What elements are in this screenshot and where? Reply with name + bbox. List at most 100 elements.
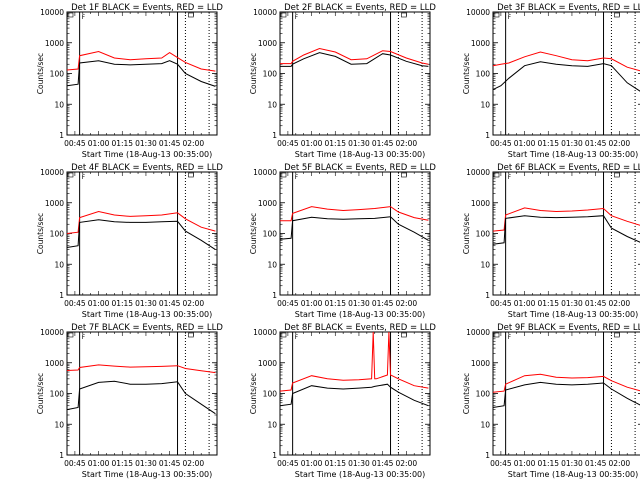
y-tick-label: 1000 [471, 199, 490, 208]
x-tick-label: 01:30 [561, 299, 583, 308]
y-tick-label: 10000 [253, 8, 277, 17]
marker-box [401, 332, 407, 338]
plot-frame [66, 11, 218, 136]
y-tick-label: 1000 [471, 39, 490, 48]
y-axis-label: Counts/sec [462, 373, 471, 414]
marker-label: F [295, 334, 299, 341]
x-tick-label: 01:45 [585, 459, 607, 468]
x-tick-label: 01:45 [372, 299, 394, 308]
marker-label: F [295, 174, 299, 181]
y-tick-label: 10000 [466, 328, 490, 337]
marker-box [188, 332, 194, 338]
x-tick-label: 01:15 [324, 139, 346, 148]
y-tick-label: 10000 [466, 168, 490, 177]
marker-label: F [82, 174, 86, 181]
y-tick-label: 1 [272, 291, 277, 300]
x-tick-label: 01:30 [135, 139, 157, 148]
series-events-black [279, 383, 429, 407]
x-tick-label: 01:15 [111, 139, 133, 148]
series-events-black [66, 380, 216, 415]
x-tick-label: 01:45 [159, 139, 181, 148]
x-tick-label: 00:45 [490, 459, 512, 468]
marker-box [493, 332, 500, 338]
y-tick-label: 100 [263, 70, 278, 79]
y-tick-label: 1000 [45, 359, 64, 368]
series-events-black [279, 216, 429, 241]
y-tick-label: 100 [476, 70, 491, 79]
y-axis-label: Counts/sec [249, 53, 258, 94]
marker-box [401, 12, 407, 18]
series-lld-red [492, 373, 640, 393]
x-tick-label: 00:45 [277, 459, 299, 468]
y-axis-label: Counts/sec [462, 53, 471, 94]
x-tick-label: 02:00 [396, 459, 418, 468]
x-tick-label: 01:15 [537, 299, 559, 308]
series-events-black [280, 52, 429, 67]
x-tick-label: 01:45 [159, 459, 181, 468]
x-tick-label: 02:00 [609, 459, 631, 468]
x-tick-label: 01:15 [537, 459, 559, 468]
y-tick-label: 1 [485, 291, 490, 300]
panel-title: Det 2F BLACK = Events, RED = LLD [284, 3, 436, 13]
x-tick-label: 00:45 [490, 299, 512, 308]
plot-frame [492, 171, 640, 296]
panel-3: Det 3F BLACK = Events, RED = LLD 1 10 100 10… [462, 3, 640, 159]
x-axis-label: Start Time (18-Aug-13 00:35:00) [82, 470, 213, 479]
series-events-black [66, 219, 216, 251]
panel-title: Det 9F BLACK = Events, RED = LLD [497, 323, 640, 333]
plot-frame [279, 11, 431, 136]
x-tick-label: 02:00 [396, 299, 418, 308]
series-lld-red [492, 51, 640, 72]
series-events-black [492, 215, 640, 245]
marker-box [614, 172, 620, 178]
x-tick-label: 02:00 [609, 299, 631, 308]
y-tick-label: 100 [50, 70, 65, 79]
y-tick-label: 100 [476, 390, 491, 399]
series-lld-red [66, 50, 216, 72]
marker-label: F [508, 174, 512, 181]
y-tick-label: 10 [54, 420, 64, 429]
y-tick-label: 10 [267, 260, 277, 269]
marker-box [67, 332, 74, 338]
panel-title: Det 6F BLACK = Events, RED = LLD [497, 163, 640, 173]
y-tick-label: 1 [485, 451, 490, 460]
marker-label: F [508, 334, 512, 341]
panel-2: Det 2F BLACK = Events, RED = LLD 1 10 100 10… [249, 3, 436, 159]
x-tick-label: 01:00 [301, 459, 323, 468]
y-axis-label: Counts/sec [249, 213, 258, 254]
x-tick-label: 01:30 [561, 459, 583, 468]
series-lld-red [280, 206, 429, 222]
panel-title: Det 7F BLACK = Events, RED = LLD [71, 323, 223, 333]
panel-title: Det 3F BLACK = Events, RED = LLD [497, 3, 640, 13]
x-tick-label: 01:45 [159, 299, 181, 308]
series-lld-red [66, 210, 216, 234]
x-axis-label: Start Time (18-Aug-13 00:35:00) [508, 310, 639, 319]
x-tick-label: 01:30 [348, 299, 370, 308]
x-tick-label: 01:30 [561, 139, 583, 148]
x-axis-label: Start Time (18-Aug-13 00:35:00) [508, 470, 639, 479]
x-tick-label: 01:00 [88, 459, 110, 468]
marker-label: F [82, 14, 86, 21]
y-tick-label: 1 [272, 451, 277, 460]
x-axis-label: Start Time (18-Aug-13 00:35:00) [82, 150, 213, 159]
series-events-black [492, 381, 640, 408]
y-tick-label: 1000 [258, 39, 277, 48]
y-tick-label: 100 [263, 230, 278, 239]
marker-box [67, 172, 74, 178]
series-events-black [492, 61, 640, 92]
x-tick-label: 01:45 [585, 299, 607, 308]
panel-5: Det 5F BLACK = Events, RED = LLD 1 10 100 10… [249, 163, 436, 319]
y-tick-label: 1 [59, 291, 64, 300]
x-tick-label: 00:45 [64, 299, 86, 308]
y-tick-label: 10 [54, 260, 64, 269]
x-tick-label: 01:30 [135, 299, 157, 308]
x-tick-label: 01:00 [514, 299, 536, 308]
x-tick-label: 01:30 [348, 139, 370, 148]
y-axis-label: Counts/sec [36, 373, 45, 414]
series-lld-red [280, 47, 429, 65]
x-tick-label: 01:00 [514, 139, 536, 148]
y-axis-label: Counts/sec [36, 213, 45, 254]
marker-box [614, 12, 620, 18]
marker-box [188, 172, 194, 178]
plot-frame [492, 331, 640, 456]
